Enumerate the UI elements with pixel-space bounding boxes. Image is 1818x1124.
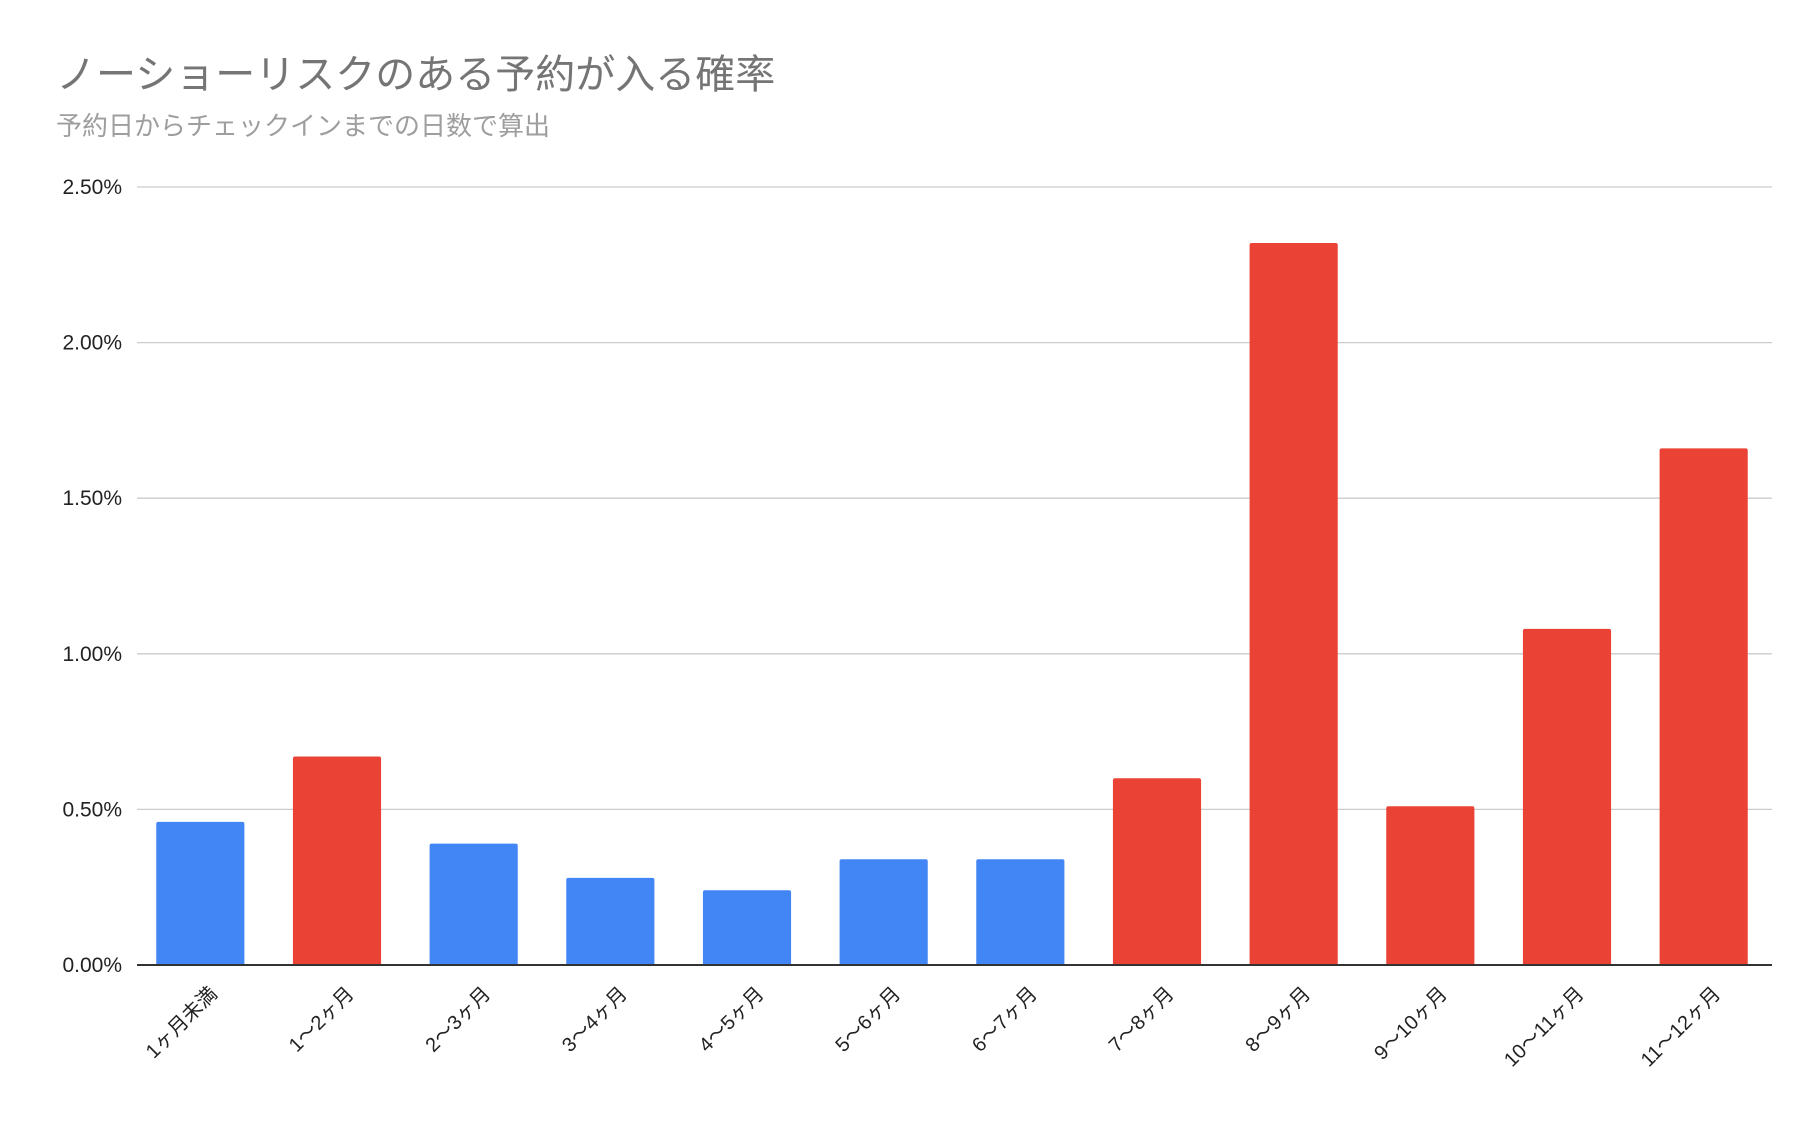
bar <box>156 821 245 965</box>
x-tick-label: 8〜9ヶ月 <box>1241 983 1315 1057</box>
x-tick-label: 9〜10ヶ月 <box>1370 983 1452 1065</box>
x-tick-label: 11〜12ヶ月 <box>1637 983 1725 1071</box>
bar <box>292 756 382 965</box>
x-tick-label: 10〜11ヶ月 <box>1500 983 1588 1071</box>
y-tick-label: 2.00% <box>62 332 122 355</box>
y-tick-label: 0.00% <box>62 954 122 977</box>
bar <box>839 859 928 965</box>
x-tick-label: 2〜3ヶ月 <box>421 983 495 1057</box>
bar <box>1249 243 1338 966</box>
x-tick-label: 1〜2ヶ月 <box>285 983 359 1057</box>
x-tick-label: 6〜7ヶ月 <box>968 983 1042 1057</box>
y-tick-label: 1.50% <box>62 487 122 510</box>
y-tick-label: 2.50% <box>62 176 122 199</box>
bar <box>702 890 792 965</box>
bar <box>429 843 518 965</box>
chart-subtitle: 予約日からチェックインまでの日数で算出 <box>56 112 551 142</box>
bar <box>1659 448 1748 966</box>
bar <box>1112 778 1202 965</box>
x-tick-label: 3〜4ヶ月 <box>558 983 632 1057</box>
x-tick-label: 4〜5ヶ月 <box>695 983 769 1057</box>
y-tick-label: 0.50% <box>62 798 122 821</box>
chart-title: ノーショーリスクのある予約が入る確率 <box>56 52 776 98</box>
bar <box>1522 628 1612 965</box>
y-tick-label: 1.00% <box>62 643 122 666</box>
x-tick-label: 5〜6ヶ月 <box>831 983 905 1057</box>
bar <box>976 859 1065 965</box>
bar <box>566 877 655 965</box>
x-tick-label: 7〜8ヶ月 <box>1105 983 1179 1057</box>
bar <box>1386 806 1475 965</box>
x-tick-label: 1ヶ月未満 <box>141 982 222 1063</box>
